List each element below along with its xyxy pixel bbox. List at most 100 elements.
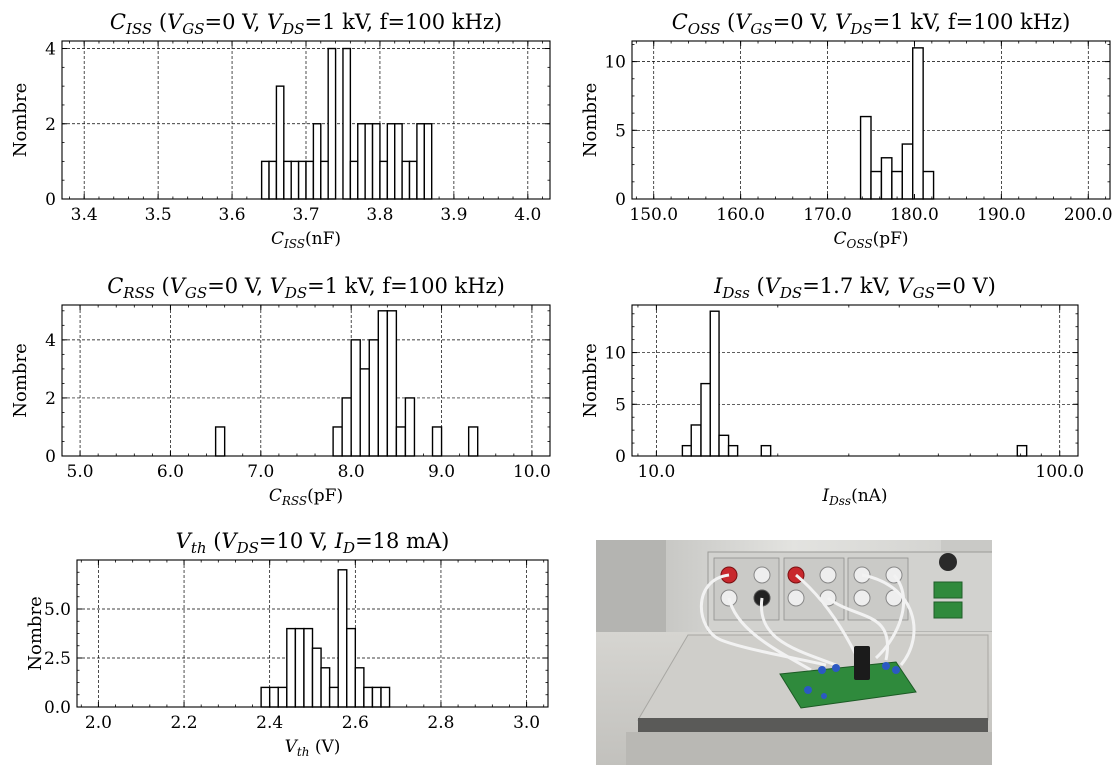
y-tick-label: 0 [45,190,56,210]
x-tick-label: 2.2 [171,713,198,733]
histogram-bar [690,424,702,457]
histogram-bar [394,123,403,200]
x-axis-label: COSS(pF) [833,229,908,251]
x-axis-label: CISS(nF) [271,229,341,251]
x-tick-label: 2.8 [427,713,454,733]
histogram-bar [408,160,418,200]
histogram-bar [912,47,924,200]
histogram-bar [371,123,381,200]
histogram-bar [891,170,903,200]
y-tick-label: 4 [45,331,56,351]
y-tick-label: 4 [45,40,56,60]
histogram-bar [357,123,366,200]
y-tick-label: 5 [615,121,626,141]
plot-frame [631,304,1079,457]
histogram-bar [386,123,396,200]
y-tick-label: 2 [45,115,56,135]
x-tick-label: 150.0 [629,205,678,225]
histogram-bar [354,667,365,708]
histogram-bar [286,627,297,708]
plot-frame [631,40,1111,200]
x-tick-label: 3.5 [145,205,172,225]
histogram-bar [922,170,935,200]
histogram-bar [859,115,872,200]
histogram-bar [395,426,407,457]
x-tick-label: 9.0 [428,462,455,482]
histogram-bar [377,310,389,457]
x-tick-label: 2.4 [256,713,283,733]
x-tick-label: 160.0 [716,205,765,225]
y-axis-label: Nombre [25,596,46,670]
histogram-bar [305,160,315,200]
test-bench-photo [596,540,992,765]
x-tick-label: 3.4 [71,205,98,225]
histogram-bar [320,160,329,200]
x-tick-label: 7.0 [247,462,274,482]
x-tick-label: 3.6 [219,205,246,225]
y-tick-label: 0 [615,190,626,210]
x-tick-label: 3.8 [366,205,393,225]
histogram-bar [363,686,374,708]
histogram-bar [709,310,720,457]
histogram-bar [312,123,322,200]
x-tick-label: 2.0 [85,713,112,733]
x-tick-label: 3.9 [440,205,467,225]
y-axis-label: Nombre [580,343,601,417]
y-axis-label: Nombre [10,83,31,157]
chart-title: Vth (VDS=10 V, ID=18 mA) [176,529,450,557]
x-tick-label: 10.0 [637,462,675,482]
chart-title: CRSS (VGS=0 V, VDS=1 kV, f=100 kHz) [107,274,505,302]
histogram-bar [423,123,433,200]
y-tick-label: 10 [604,344,626,364]
histogram-bar [467,426,479,457]
histogram-bar [349,160,359,200]
histogram-bar [700,382,711,457]
histogram-bar [346,627,357,708]
x-tick-label: 190.0 [977,205,1026,225]
histogram-bar [380,686,391,708]
histogram-bar [1016,444,1028,457]
plot-frame [61,304,551,457]
y-tick-label: 2 [45,389,56,409]
histogram-bar [327,47,337,200]
x-tick-label: 8.0 [338,462,365,482]
histogram-bar [404,397,416,457]
y-axis-label: Nombre [10,343,31,417]
chart-title: COSS (VGS=0 V, VDS=1 kV, f=100 kHz) [672,10,1071,38]
histogram-bar [364,123,374,200]
y-tick-label: 0 [615,447,626,467]
x-tick-label: 180.0 [890,205,939,225]
y-axis-label: Nombre [580,83,601,157]
histogram-bar [268,686,279,708]
histogram-4: 10.0 100.0 0 5 10 IDss (VDS=1.7 kV, VGS=0 V) I… [580,274,1084,508]
histogram-bar [901,143,914,200]
histogram-bar [386,310,398,457]
y-tick-label: 5.0 [44,600,71,620]
histogram-bar [311,647,322,708]
histogram-bar [268,160,278,200]
histogram-bar [371,686,382,708]
y-tick-label: 0.0 [44,698,71,718]
histogram-bar [350,339,361,457]
histogram-bar [718,434,730,457]
histogram-bar [297,160,307,200]
histogram-bar [277,686,288,708]
y-tick-label: 5 [615,395,626,415]
x-axis-label: CRSS(pF) [269,486,343,508]
histogram-bar [337,569,348,708]
histogram-5: 2.0 2.2 2.4 2.6 2.8 3.0 0.0 2.5 5.0 Vth (VDS=10 V… [25,529,549,759]
chart-title: IDss (VDS=1.7 kV, VGS=0 V) [713,274,996,302]
histogram-bar [431,426,443,457]
x-tick-label: 6.0 [157,462,184,482]
histogram-bar [359,368,370,457]
y-tick-label: 2.5 [44,649,71,669]
histogram-panels: 3.4 3.5 3.6 3.7 3.8 3.9 4.0 0 2 4 CISS (VGS=0 V, V… [10,10,1113,759]
histogram-bar [294,627,305,708]
histogram-bar [401,160,411,200]
x-axis-label: IDss(nA) [821,486,887,508]
histogram-bar [260,160,270,200]
x-axis-label: Vth (V) [285,737,341,759]
histogram-bar [880,157,893,200]
histogram-bar [328,686,339,708]
